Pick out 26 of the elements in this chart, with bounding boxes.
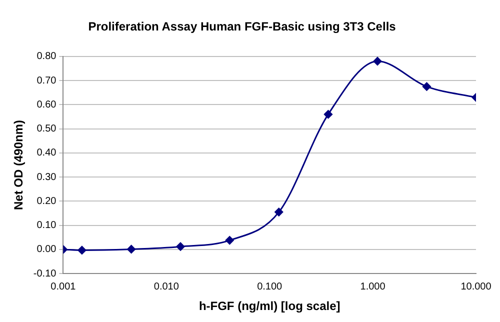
y-tick-label: 0.60 bbox=[36, 99, 57, 110]
point bbox=[422, 82, 431, 91]
point bbox=[225, 236, 234, 245]
y-tick-label: 0.40 bbox=[36, 148, 57, 159]
x-tick-label: 0.100 bbox=[257, 281, 283, 292]
point bbox=[274, 208, 284, 216]
y-tick-label: 0.80 bbox=[36, 51, 57, 62]
x-tick-label: 10.000 bbox=[460, 281, 492, 292]
y-axis-title: Net OD (490nm) bbox=[12, 120, 26, 210]
x-axis-title: h-FGF (ng/ml) [log scale] bbox=[198, 299, 340, 314]
y-tick-label: 0.00 bbox=[36, 244, 57, 256]
y-tick-label: 0.10 bbox=[36, 220, 57, 232]
y-tick-label: 0.30 bbox=[36, 172, 57, 183]
x-tick-label: 0.001 bbox=[50, 281, 76, 292]
x-tick-label: 1.000 bbox=[360, 281, 386, 292]
y-tick-label: 0.20 bbox=[36, 196, 57, 207]
point bbox=[176, 242, 185, 251]
y-tick-label: 0.50 bbox=[36, 124, 57, 135]
y-tick-label: 0.70 bbox=[36, 75, 57, 86]
x-tick-label: 0.010 bbox=[154, 281, 180, 292]
chart-title: Proliferation Assay Human FGF-Basic using 3T3 Cells bbox=[88, 20, 396, 34]
point bbox=[373, 56, 382, 66]
point bbox=[127, 244, 136, 254]
point bbox=[78, 246, 86, 254]
y-tick-label: -0.10 bbox=[33, 268, 57, 280]
point bbox=[324, 110, 332, 119]
